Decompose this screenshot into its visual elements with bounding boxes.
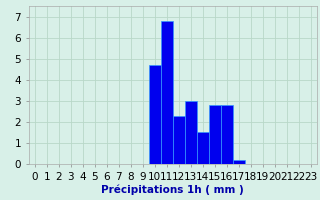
Bar [185, 101, 197, 164]
Bar [209, 105, 221, 164]
Bar [161, 21, 173, 164]
X-axis label: Précipitations 1h ( mm ): Précipitations 1h ( mm ) [101, 184, 244, 195]
Bar [233, 160, 245, 164]
Bar [173, 116, 185, 164]
Bar [221, 105, 233, 164]
Bar [197, 132, 209, 164]
Bar [149, 65, 161, 164]
